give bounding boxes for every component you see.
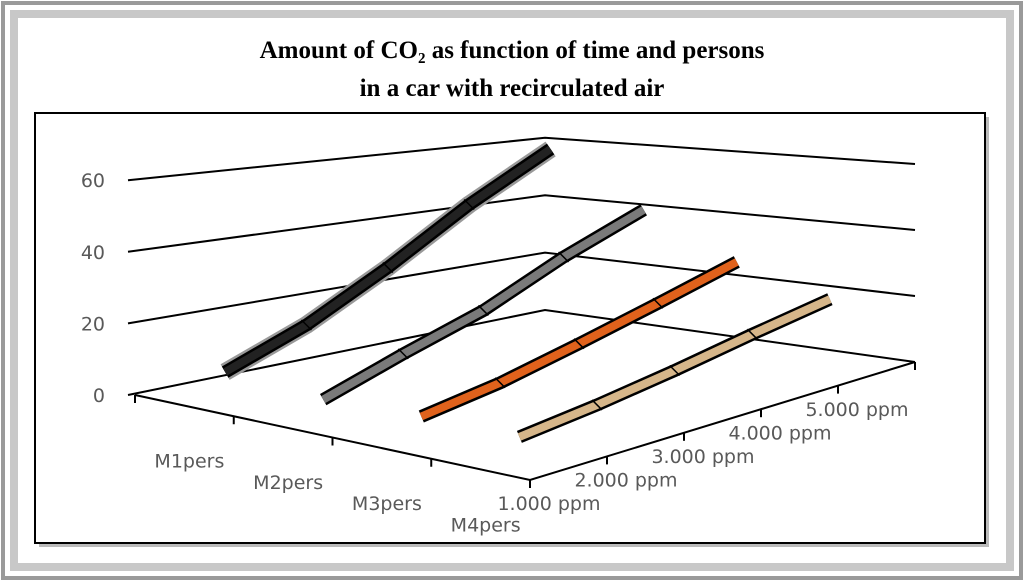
series-label: M4pers xyxy=(451,514,521,536)
ribbon-joint xyxy=(463,198,475,211)
y-tick-label: 40 xyxy=(81,242,105,264)
x-tick-label: 5.000 ppm xyxy=(805,399,908,421)
chart-title: Amount of CO₂ as function of time and pe… xyxy=(260,37,765,64)
series-label: M2pers xyxy=(253,472,323,494)
ribbon-joint xyxy=(494,377,506,389)
y-tick-label: 20 xyxy=(81,313,105,335)
grid-line xyxy=(127,136,916,182)
ribbon-joint xyxy=(397,348,409,360)
grid-line xyxy=(127,251,916,325)
ribbon-joint xyxy=(382,262,394,274)
grid-line xyxy=(127,308,916,396)
ribbon-joint xyxy=(558,251,570,263)
chart-title: in a car with recirculated air xyxy=(360,75,665,102)
y-tick-label: 60 xyxy=(81,170,105,192)
series-label: M3pers xyxy=(352,493,422,515)
ribbon-joint xyxy=(652,297,664,309)
y-tick-label: 0 xyxy=(93,385,105,407)
ribbon-joint xyxy=(669,364,681,377)
x-tick-label: 1.000 ppm xyxy=(497,493,600,515)
ribbon-joint xyxy=(573,338,585,350)
ribbon-joint xyxy=(300,319,312,331)
x-tick-label: 3.000 ppm xyxy=(651,446,754,468)
series-label: M1pers xyxy=(154,451,224,473)
x-tick-label: 2.000 ppm xyxy=(574,470,677,492)
x-tick-label: 4.000 ppm xyxy=(728,422,831,444)
grid-line xyxy=(127,194,916,253)
inner-frame xyxy=(10,10,1014,571)
ribbon-joint xyxy=(746,328,758,340)
ribbon-joint xyxy=(477,304,489,316)
ribbon-joint xyxy=(591,399,603,411)
